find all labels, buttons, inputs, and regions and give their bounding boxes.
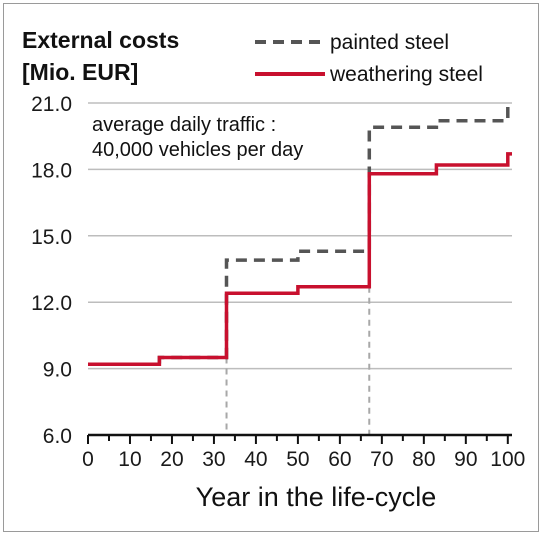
- y-tick-label: 6.0: [43, 425, 72, 448]
- y-tick-label: 18.0: [31, 159, 72, 182]
- annotation-line-1: average daily traffic :: [92, 114, 276, 136]
- chart-title: External costs: [22, 27, 179, 53]
- gridlines: [88, 102, 512, 370]
- series-lines: [88, 105, 512, 366]
- y-tick-label: 12.0: [31, 292, 72, 315]
- y-tick-label: 15.0: [31, 226, 72, 249]
- y-tick-label: 9.0: [43, 359, 72, 382]
- annotation-line-2: 40,000 vehicles per day: [92, 139, 303, 161]
- legend-label-painted-steel: painted steel: [330, 31, 449, 54]
- x-tick-label: 10: [118, 448, 141, 471]
- x-tick-labels: 0 10 20 30 40 50 60 70 80 90 100: [82, 448, 525, 471]
- axes: [87, 433, 512, 444]
- series-line-weathering-steel: [88, 152, 512, 366]
- legend-label-weathering-steel: weathering steel: [329, 63, 483, 86]
- vertical-markers: [225, 286, 371, 435]
- x-tick-label: 60: [328, 448, 351, 471]
- legend: painted steel weathering steel: [255, 31, 483, 86]
- y-tick-label: 21.0: [31, 93, 72, 116]
- x-tick-label: 90: [454, 448, 477, 471]
- x-tick-label: 0: [82, 448, 94, 471]
- chart-frame: [3, 3, 539, 532]
- x-tick-label: 30: [202, 448, 225, 471]
- x-tick-label: 20: [160, 448, 183, 471]
- y-tick-labels: 6.0 9.0 12.0 15.0 18.0 21.0: [31, 93, 72, 448]
- x-tick-label: 70: [370, 448, 393, 471]
- x-tick-label: 50: [286, 448, 309, 471]
- x-tick-label: 80: [412, 448, 435, 471]
- x-tick-label: 100: [490, 448, 525, 471]
- x-axis-label: Year in the life-cycle: [196, 482, 437, 512]
- chart-subtitle: [Mio. EUR]: [22, 59, 138, 85]
- x-tick-label: 40: [244, 448, 267, 471]
